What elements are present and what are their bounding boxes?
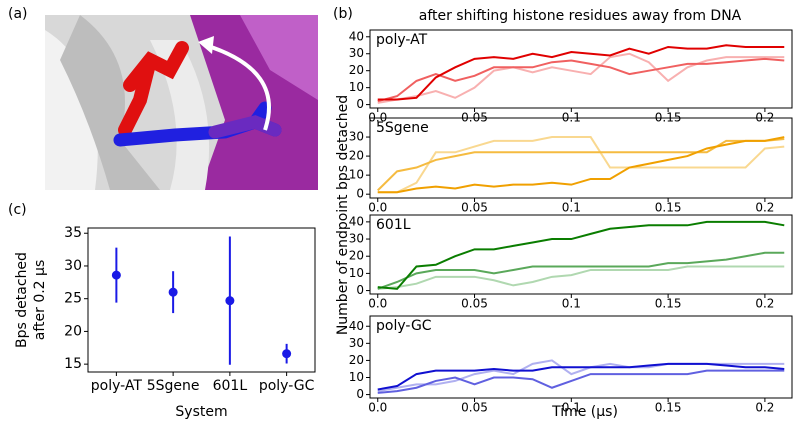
data-line [377,265,785,290]
x-tick-label: 5Sgene [147,378,200,394]
y-tick-label: 20 [349,249,364,263]
structure-image [45,15,318,190]
data-line [377,251,785,290]
panel-label: (a) [8,6,28,22]
x-tick-label: 0.15 [655,297,682,311]
x-tick-label: 0.2 [755,401,774,415]
x-tick-label: 0.1 [562,297,581,311]
x-tick-label: 0.05 [461,201,488,215]
y-axis-label: Number of endpoint bps detached [335,95,351,335]
series-annotation: 5Sgene [376,120,429,136]
y-tick-label: 20 [349,63,364,77]
x-tick-label: 0.05 [461,401,488,415]
x-tick-label: 0.0 [368,401,387,415]
data-point [168,287,178,297]
data-line [377,57,785,103]
y-tick-label: 20 [349,149,364,163]
y-tick-label: 20 [64,323,82,339]
y-tick-label: 0 [356,283,364,297]
y-tick-label: 40 [349,29,364,43]
y-axis-label: Bps detached [14,252,30,348]
data-point [282,349,292,359]
y-tick-label: 40 [349,214,364,228]
y-axis-label: after 0.2 μs [32,260,48,341]
plot-frame [369,214,793,295]
data-point [225,296,235,306]
panel-label: (b) [333,6,353,22]
data-line [377,44,785,101]
y-tick-label: 30 [349,46,364,60]
y-tick-label: 40 [349,319,364,333]
data-line [377,220,785,290]
y-tick-label: 15 [64,356,82,372]
x-tick-label: 0.05 [461,297,488,311]
y-tick-label: 35 [64,225,82,241]
y-tick-label: 10 [349,266,364,280]
y-tick-label: 10 [349,168,364,182]
y-tick-label: 20 [349,353,364,367]
data-point [111,270,121,280]
x-tick-label: poly-AT [91,378,143,394]
series-annotation: poly-AT [376,32,428,48]
x-tick-label: 0.1 [562,201,581,215]
y-tick-label: 10 [349,370,364,384]
x-tick-label: 0.1 [562,401,581,415]
x-tick-label: 0.0 [368,201,387,215]
x-tick-label: 0.0 [368,297,387,311]
plot-frame [369,29,793,109]
x-tick-label: 0.2 [755,201,774,215]
x-axis-label: System [175,404,227,420]
y-tick-label: 10 [349,80,364,94]
plot-frame [369,117,793,199]
y-tick-label: 30 [349,336,364,350]
plot-frame [369,315,793,399]
y-tick-label: 30 [349,232,364,246]
data-line [377,52,785,104]
plot-frame [87,227,316,373]
x-tick-label: 601L [213,378,248,394]
y-tick-label: 0 [356,387,364,401]
x-tick-label: poly-GC [259,378,315,394]
x-tick-label: 0.2 [755,297,774,311]
data-line [377,369,785,394]
y-tick-label: 30 [349,130,364,144]
data-line [377,136,785,194]
panel-title: after shifting histone residues away fro… [419,8,742,24]
x-tick-label: 0.15 [655,401,682,415]
y-tick-label: 25 [64,291,82,307]
data-line [377,362,785,391]
x-axis-label: Time (μs) [551,404,618,420]
panel-label: (c) [8,202,27,218]
y-tick-label: 0 [356,187,364,201]
y-tick-label: 30 [64,258,82,274]
data-line [377,136,785,194]
series-annotation: poly-GC [376,318,432,334]
y-tick-label: 0 [356,97,364,111]
x-tick-label: 0.15 [655,201,682,215]
series-annotation: 601L [376,217,411,233]
